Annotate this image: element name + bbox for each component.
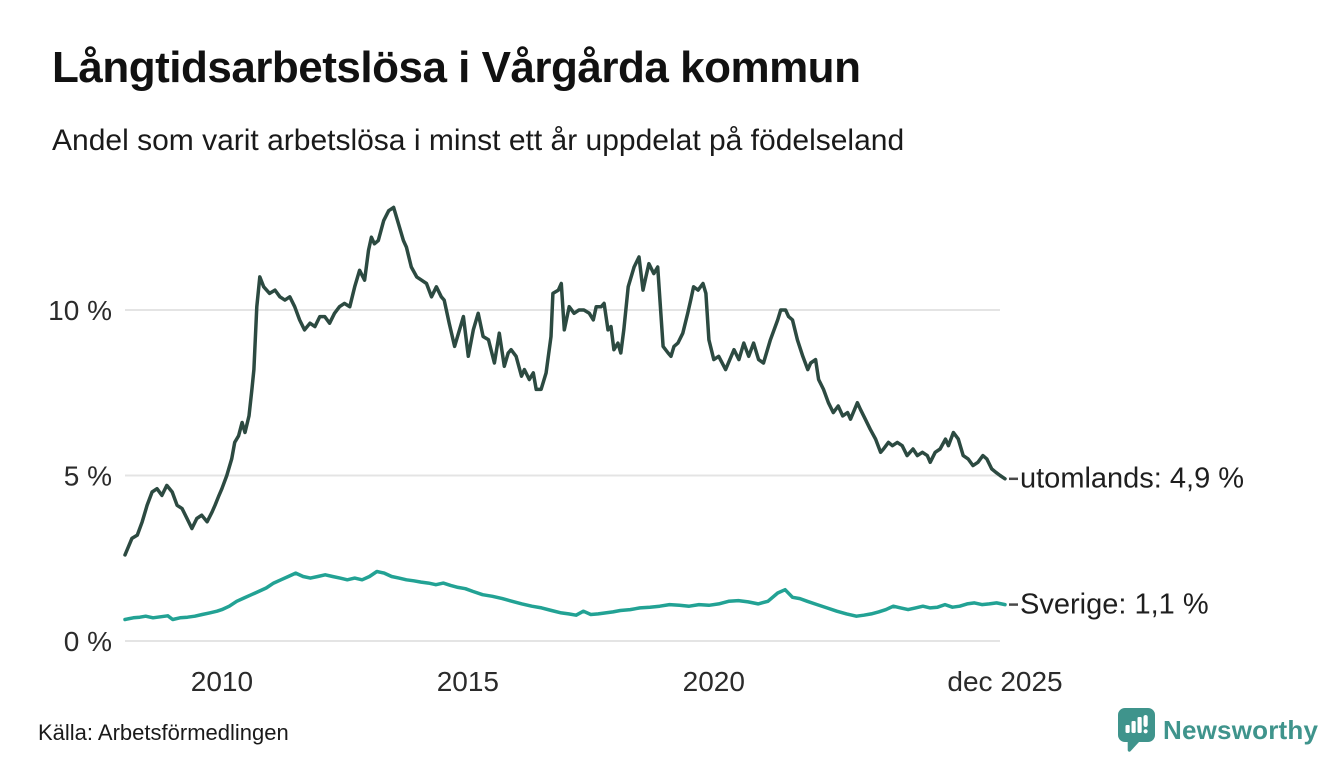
- utomlands-end-label: utomlands: 4,9 %: [1020, 462, 1245, 495]
- newsworthy-logo: Newsworthy: [1118, 708, 1318, 752]
- source-note: Källa: Arbetsförmedlingen: [38, 720, 289, 745]
- x-tick-label: 2010: [191, 666, 253, 697]
- page-title: Långtidsarbetslösa i Vårgårda kommun: [52, 43, 861, 92]
- x-tick-label: 2020: [683, 666, 745, 697]
- x-tick-label: dec 2025: [947, 666, 1062, 697]
- page-subtitle: Andel som varit arbetslösa i minst ett å…: [52, 124, 905, 157]
- y-axis-tick-labels: 0 % 5 % 10 %: [48, 295, 112, 657]
- x-axis-tick-labels: 2010 2015 2020 dec 2025: [191, 666, 1063, 697]
- sverige-end-label: Sverige: 1,1 %: [1020, 588, 1209, 621]
- y-tick-label: 5 %: [64, 461, 112, 492]
- y-tick-label: 10 %: [48, 295, 112, 326]
- data-series-lines: [123, 205, 1007, 622]
- sverige-line: [123, 569, 1007, 622]
- newsworthy-wordmark: Newsworthy: [1163, 714, 1319, 745]
- end-label-leader-dashes: [1009, 477, 1018, 606]
- utomlands-line: [123, 205, 1007, 557]
- y-tick-label: 0 %: [64, 626, 112, 657]
- newsworthy-speech-bubble-bar-chart-icon: [1118, 708, 1155, 752]
- x-tick-label: 2015: [437, 666, 499, 697]
